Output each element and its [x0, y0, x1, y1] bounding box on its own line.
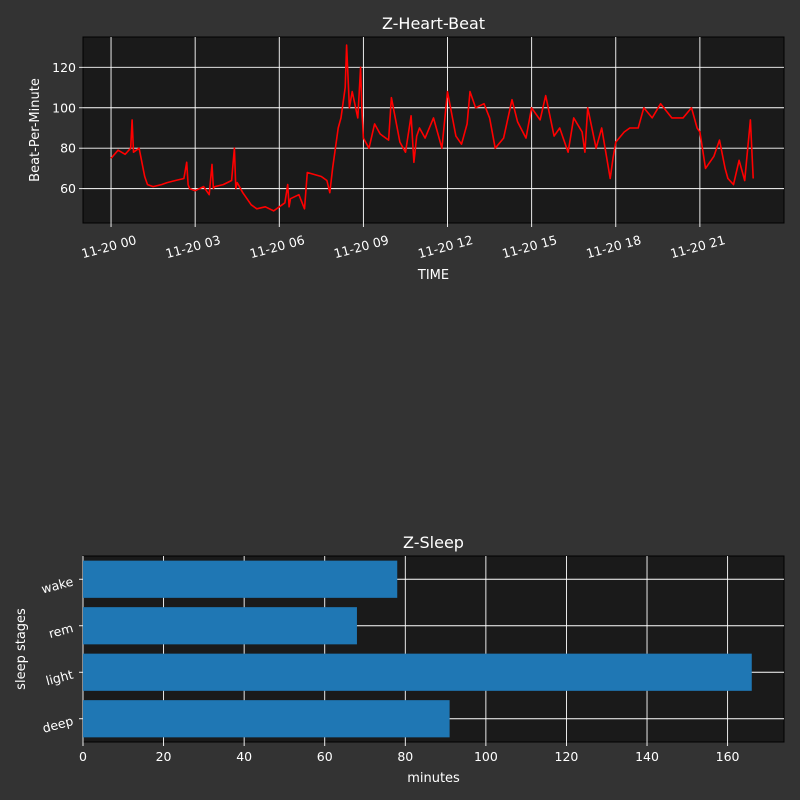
- sleep-bars: [83, 560, 752, 738]
- heart-beat-series: [110, 44, 754, 212]
- sleep-x-tick-label: 40: [236, 749, 252, 764]
- heart-beat-title: Z-Heart-Beat: [382, 14, 485, 33]
- sleep-bar-wake: [83, 560, 398, 598]
- sleep-x-tick-label: 60: [317, 749, 333, 764]
- heart-beat-x-tick-label: 11-20 00: [80, 232, 138, 261]
- sleep-x-tick-label: 140: [635, 749, 659, 764]
- heart-beat-plot-area: [82, 36, 785, 224]
- sleep-y-axis-label: sleep stages: [14, 608, 29, 690]
- sleep-y-ticks: deep light rem wake: [40, 574, 83, 736]
- heart-beat-x-tick-label: 11-20 03: [164, 232, 222, 261]
- heart-beat-y-tick-label: 120: [52, 60, 76, 75]
- sleep-y-tick-label: deep: [41, 713, 75, 736]
- sleep-bar-light: [83, 653, 752, 691]
- sleep-x-axis-label: minutes: [407, 771, 460, 786]
- heart-beat-y-tick-label: 60: [60, 181, 76, 196]
- sleep-x-ticks: 0 20 40 60 80 100 120 140 160: [79, 742, 740, 764]
- sleep-bar-deep: [83, 700, 450, 738]
- heart-beat-x-tick-label: 11-20 18: [585, 232, 643, 261]
- sleep-y-tick-label: wake: [40, 574, 75, 597]
- sleep-x-tick-label: 160: [716, 749, 740, 764]
- heart-beat-x-tick-label: 11-20 06: [248, 232, 306, 261]
- sleep-x-tick-label: 120: [555, 749, 579, 764]
- heart-beat-x-axis-label: TIME: [417, 268, 449, 283]
- sleep-y-tick-label: rem: [47, 620, 75, 641]
- heart-beat-y-tick-label: 100: [52, 100, 76, 115]
- sleep-title: Z-Sleep: [403, 533, 464, 552]
- heart-beat-y-ticks: 60 80 100 120: [52, 60, 83, 196]
- heart-beat-y-axis-label: Beat-Per-Minute: [28, 78, 43, 182]
- sleep-bar-rem: [83, 607, 357, 645]
- heart-beat-grid: [83, 37, 784, 223]
- heart-beat-x-tick-label: 11-20 09: [332, 232, 390, 261]
- heart-beat-y-tick-label: 80: [60, 141, 76, 156]
- heart-beat-x-tick-label: 11-20 15: [500, 232, 558, 261]
- heart-beat-line: [110, 44, 754, 212]
- heart-beat-chart: Z-Heart-Beat 11-20 00 11-20 03 11-20 06 11-…: [28, 14, 785, 283]
- heart-beat-x-tick-label: 11-20 21: [669, 232, 727, 261]
- sleep-x-tick-label: 80: [397, 749, 413, 764]
- heart-beat-x-ticks: 11-20 00 11-20 03 11-20 06 11-20 09 11-20 12…: [80, 223, 727, 261]
- sleep-chart: Z-Sleep 0 20 40 60 80 100 120 140 160 deep light r…: [14, 533, 785, 786]
- sleep-x-tick-label: 20: [156, 749, 172, 764]
- sleep-y-tick-label: light: [44, 667, 75, 689]
- sleep-x-tick-label: 100: [474, 749, 498, 764]
- sleep-x-tick-label: 0: [79, 749, 87, 764]
- heart-beat-x-tick-label: 11-20 12: [416, 232, 474, 261]
